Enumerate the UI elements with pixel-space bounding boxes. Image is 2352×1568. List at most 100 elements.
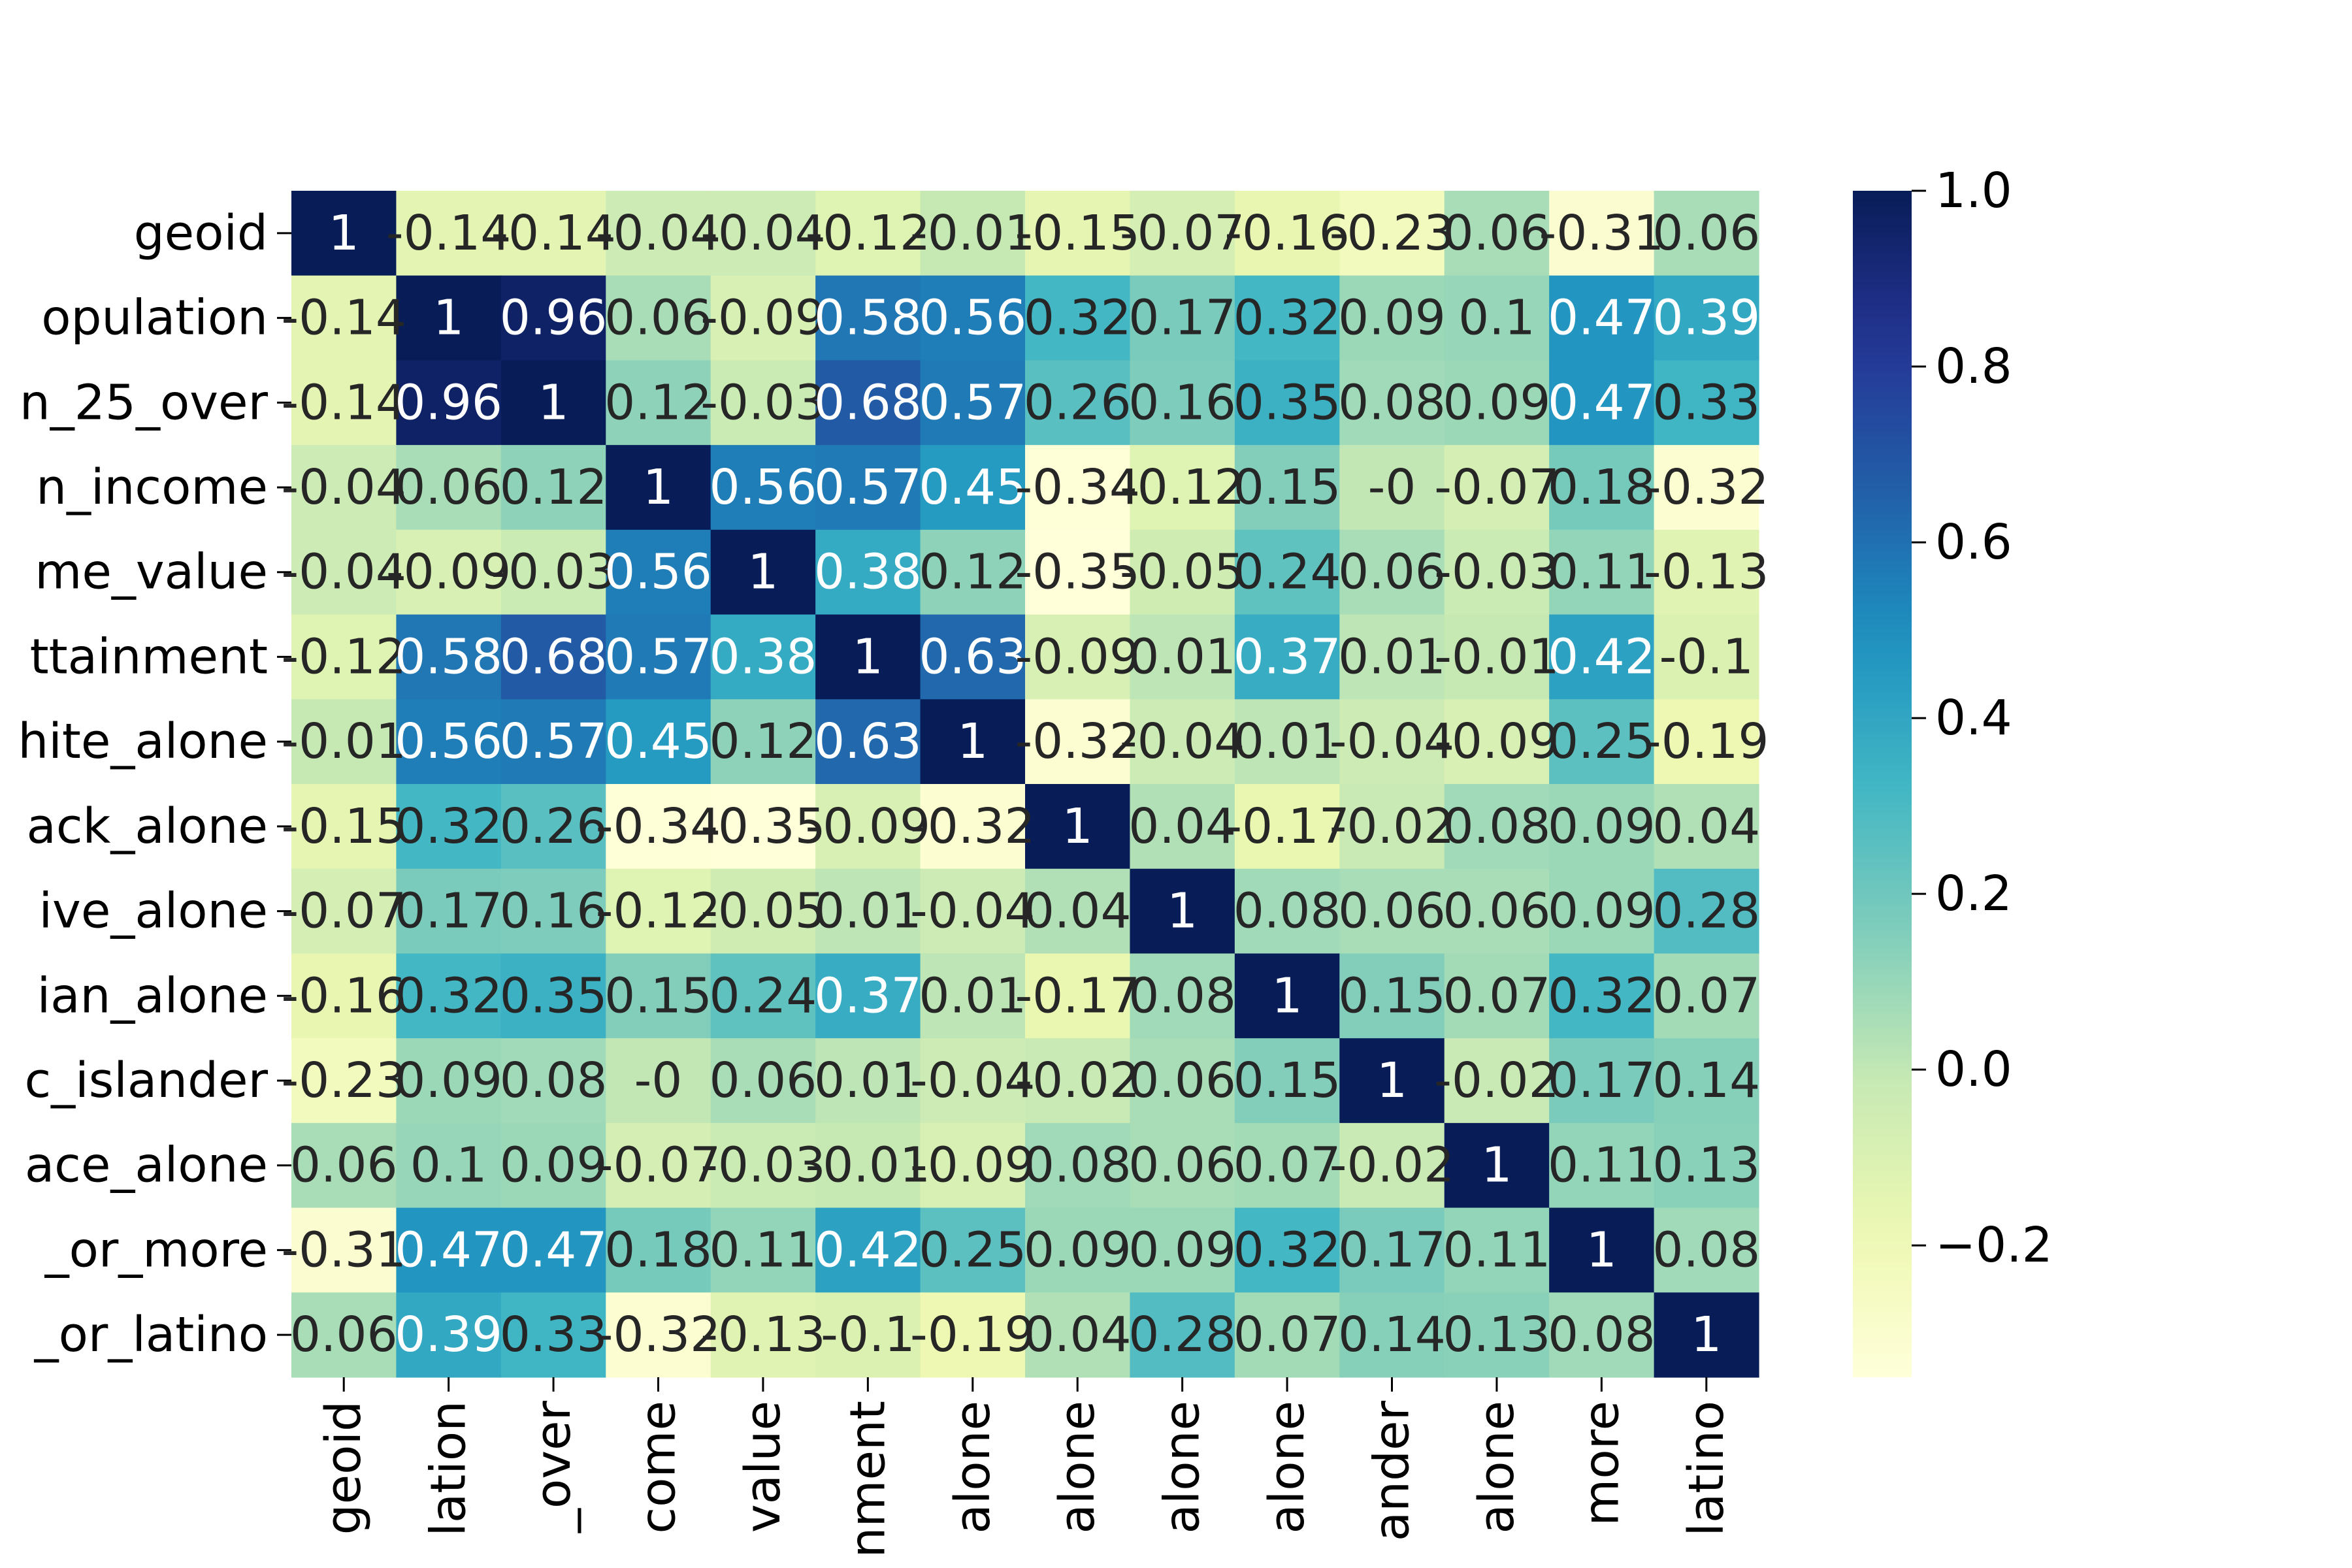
heatmap-cell	[1025, 191, 1131, 276]
cell-value-label: -0.19	[1644, 713, 1769, 770]
heatmap-cell	[1339, 699, 1445, 785]
cell-value-label: 0.09	[1128, 1222, 1236, 1278]
heatmap-cell	[396, 699, 502, 785]
heatmap-cell	[920, 868, 1026, 955]
cell-value-label: 0.15	[604, 968, 712, 1024]
cell-value-label: 0.01	[1338, 629, 1446, 685]
heatmap-cell	[815, 1038, 921, 1124]
heatmap-cell	[1654, 784, 1759, 870]
cell-value-label: 0.32	[1233, 1222, 1341, 1278]
heatmap-cell	[396, 1207, 502, 1293]
heatmap-cell	[920, 1292, 1026, 1378]
heatmap-cell	[1654, 953, 1759, 1039]
cell-value-label: 0.06	[1443, 883, 1551, 939]
heatmap-cell	[606, 784, 711, 870]
cell-value-label: 1	[747, 544, 778, 600]
cell-value-label: -0.01	[910, 205, 1035, 261]
cell-value-label: -0.32	[910, 798, 1035, 855]
cell-value-label: -0.09	[700, 290, 825, 346]
cell-value-label: -0.01	[281, 713, 406, 770]
heatmap-cell	[396, 953, 502, 1039]
cell-value-label: -0.02	[1330, 1137, 1454, 1194]
heatmap-cell	[1234, 360, 1340, 446]
heatmap-cell	[1130, 1292, 1235, 1378]
cell-value-label: 1	[433, 290, 464, 346]
heatmap-cell	[500, 1207, 606, 1293]
heatmap-cell	[920, 529, 1026, 615]
cell-value-label: -0.02	[1015, 1053, 1139, 1109]
cell-value-label: 0.39	[395, 1307, 502, 1363]
heatmap-cell	[1234, 614, 1340, 700]
column-tick-label: alone	[945, 1401, 1001, 1534]
heatmap-cell	[710, 445, 816, 531]
cell-value-label: -0.35	[1015, 544, 1139, 600]
cell-value-label: 0.24	[1233, 544, 1341, 600]
heatmap-cell	[291, 1292, 397, 1378]
heatmap-cell	[291, 1038, 397, 1124]
heatmap-cell	[1654, 614, 1759, 700]
cell-value-label: 0.28	[1128, 1307, 1236, 1363]
heatmap-cell	[710, 699, 816, 785]
heatmap-cell	[1444, 699, 1550, 785]
cell-value-label: 0.32	[395, 798, 502, 855]
cell-value-label: 0.25	[919, 1222, 1026, 1278]
cell-value-label: -0.07	[281, 883, 406, 939]
cell-value-label: -0.03	[1434, 544, 1559, 600]
cell-value-label: 0.12	[710, 713, 817, 770]
heatmap-cell	[1654, 1038, 1759, 1124]
heatmap-cell	[606, 953, 711, 1039]
cell-value-label: 0.32	[1548, 968, 1656, 1024]
heatmap-cell	[1234, 275, 1340, 361]
heatmap-cell	[1025, 1122, 1131, 1209]
heatmap-cell	[1444, 529, 1550, 615]
heatmap-cell	[1339, 1207, 1445, 1293]
column-tick-label: ander	[1364, 1400, 1420, 1541]
heatmap-cell	[710, 784, 816, 870]
cell-value-label: 0.08	[1024, 1137, 1132, 1194]
row-tick-label: n_25_over	[20, 374, 269, 431]
cell-value-label: 0.17	[1128, 290, 1236, 346]
cell-value-label: -0.09	[1015, 629, 1139, 685]
cell-value-label: -0.04	[910, 1053, 1035, 1109]
cell-value-label: 0.47	[500, 1222, 608, 1278]
cell-value-label: 0.56	[395, 713, 502, 770]
cell-value-label: 1	[957, 713, 988, 770]
heatmap-cell	[920, 1122, 1026, 1209]
heatmap-cell	[815, 1292, 921, 1378]
heatmap-cell	[710, 1292, 816, 1378]
heatmap-cell	[291, 445, 397, 531]
heatmap-cell	[291, 1207, 397, 1293]
heatmap-cell	[1549, 1292, 1655, 1378]
row-tick-label: me_value	[35, 544, 268, 600]
cell-value-label: -0.19	[910, 1307, 1035, 1363]
cell-value-label: 0.37	[1233, 629, 1341, 685]
cell-value-label: -0.03	[700, 374, 825, 431]
heatmap-cell	[1130, 529, 1235, 615]
cell-value-label: -0.14	[491, 205, 615, 261]
column-tick-label: latino	[1678, 1401, 1735, 1537]
heatmap-cell	[291, 953, 397, 1039]
cell-value-label: 1	[538, 374, 569, 431]
cell-value-label: -0.31	[1539, 205, 1664, 261]
cell-value-label: 0.07	[1652, 968, 1760, 1024]
cell-value-label: -0.32	[1015, 713, 1139, 770]
cell-value-label: 0.1	[1458, 290, 1535, 346]
heatmap-cell	[1130, 445, 1235, 531]
cell-value-label: 0.08	[1652, 1222, 1760, 1278]
cell-value-label: 0.38	[814, 544, 922, 600]
cell-value-label: 0.68	[814, 374, 922, 431]
heatmap-cell	[920, 1207, 1026, 1293]
cell-value-label: 0.33	[500, 1307, 608, 1363]
heatmap-cell	[1025, 275, 1131, 361]
cell-value-label: 0.45	[604, 713, 712, 770]
heatmap-cell	[1130, 275, 1235, 361]
heatmap-cell	[606, 868, 711, 955]
cell-value-label: 0.56	[604, 544, 712, 600]
cell-value-label: 0.12	[919, 544, 1026, 600]
cell-value-label: -0.01	[1434, 629, 1559, 685]
row-tick-label: geoid	[134, 205, 268, 261]
cell-value-label: 0.28	[1652, 883, 1760, 939]
heatmap-cell	[1025, 529, 1131, 615]
heatmap-cell	[1339, 191, 1445, 276]
row-tick-label: n_income	[36, 459, 268, 515]
